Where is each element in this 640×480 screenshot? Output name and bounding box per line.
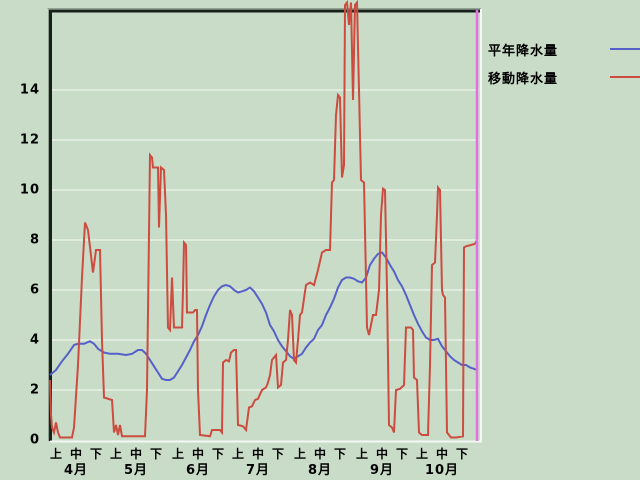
x-tick-9月-上: 上 xyxy=(355,447,369,461)
moving-precipitation-line-swatch xyxy=(610,76,640,78)
normal-precipitation-line xyxy=(49,251,478,381)
y-tick-label-2: 2 xyxy=(29,382,40,398)
y-tick-label-8: 8 xyxy=(29,232,40,248)
x-tick-5月-中: 中 xyxy=(129,447,143,461)
legend-item-moving-precipitation: 移動降水量 xyxy=(488,68,640,87)
legend-item-normal-precipitation: 平年降水量 xyxy=(488,40,640,59)
moving-precipitation-line xyxy=(49,0,478,439)
legend-label-moving-precipitation: 移動降水量 xyxy=(488,71,559,87)
x-tick-9月-中: 中 xyxy=(375,447,389,461)
legend: 平年降水量 移動降水量 xyxy=(488,40,640,87)
x-tick-7月-中: 中 xyxy=(251,447,265,461)
x-tick-10月-上: 上 xyxy=(415,447,429,461)
y-tick-label-10: 10 xyxy=(19,182,40,198)
x-month-label-8月: 8月 xyxy=(307,463,333,478)
y-tick-label-14: 14 xyxy=(19,82,40,98)
y-tick-label-4: 4 xyxy=(29,332,40,348)
x-tick-8月-下: 下 xyxy=(333,447,347,461)
x-tick-6月-上: 上 xyxy=(171,447,185,461)
x-tick-4月-中: 中 xyxy=(69,447,83,461)
x-tick-6月-中: 中 xyxy=(191,447,205,461)
x-tick-5月-下: 下 xyxy=(149,447,163,461)
x-month-label-10月: 10月 xyxy=(424,463,460,478)
x-month-label-9月: 9月 xyxy=(369,463,395,478)
legend-label-normal-precipitation: 平年降水量 xyxy=(488,43,559,59)
x-month-label-5月: 5月 xyxy=(123,463,149,478)
x-month-label-4月: 4月 xyxy=(63,463,89,478)
x-tick-4月-上: 上 xyxy=(49,447,63,461)
y-tick-label-6: 6 xyxy=(29,282,40,298)
x-tick-7月-下: 下 xyxy=(271,447,285,461)
normal-precipitation-line-swatch xyxy=(610,48,640,50)
x-tick-7月-上: 上 xyxy=(231,447,245,461)
x-tick-5月-上: 上 xyxy=(109,447,123,461)
x-tick-9月-下: 下 xyxy=(395,447,409,461)
x-tick-4月-下: 下 xyxy=(89,447,103,461)
x-tick-10月-中: 中 xyxy=(435,447,449,461)
x-tick-6月-下: 下 xyxy=(211,447,225,461)
x-tick-8月-中: 中 xyxy=(313,447,327,461)
x-month-label-6月: 6月 xyxy=(185,463,211,478)
x-month-label-7月: 7月 xyxy=(245,463,271,478)
x-tick-8月-上: 上 xyxy=(293,447,307,461)
y-tick-label-12: 12 xyxy=(19,132,40,148)
x-tick-10月-下: 下 xyxy=(455,447,469,461)
y-tick-label-0: 0 xyxy=(29,432,40,448)
